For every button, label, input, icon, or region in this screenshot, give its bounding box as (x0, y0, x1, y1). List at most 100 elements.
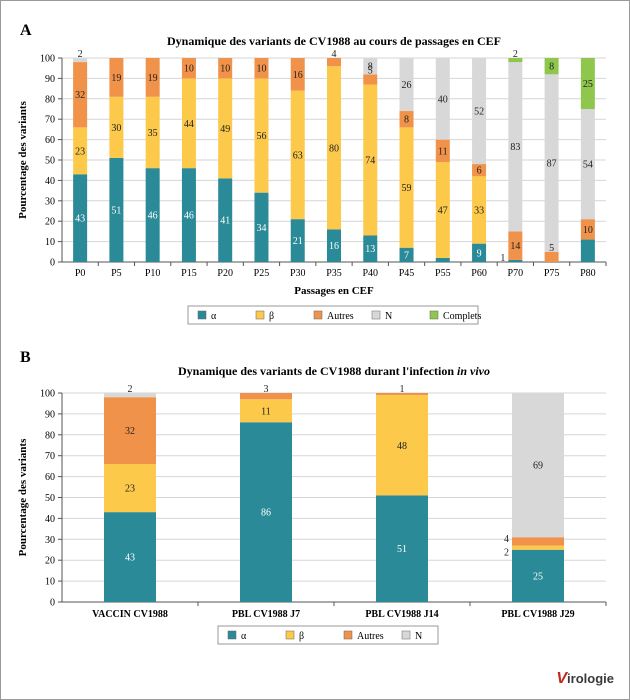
data-label: 47 (438, 205, 448, 216)
bar-segment (73, 174, 88, 262)
data-label: 16 (293, 70, 303, 81)
data-label: 74 (365, 156, 375, 167)
bar-segment (580, 58, 595, 109)
bar-segment (327, 229, 341, 262)
bar-segment (109, 157, 124, 262)
data-label: 11 (261, 406, 271, 417)
bar-segment (580, 239, 595, 262)
data-label: 4 (332, 49, 337, 60)
bar-segment (512, 393, 564, 538)
legend-label: Autres (327, 311, 354, 322)
bar-segment (376, 393, 428, 396)
legend-swatch (255, 310, 265, 320)
x-tick-label: P40 (362, 268, 378, 279)
bar-segment (145, 58, 160, 97)
bar-segment (363, 84, 378, 236)
data-label: 32 (125, 426, 135, 437)
data-label: 9 (477, 248, 482, 259)
bar-segment (181, 168, 196, 262)
data-label: 63 (293, 150, 303, 161)
bar-segment (472, 164, 487, 177)
y-tick-label: 10 (45, 577, 55, 588)
data-label: 2 (513, 49, 518, 60)
bar-segment (472, 58, 487, 165)
bar-segment (240, 393, 292, 400)
x-tick-label: PBL CV1988 J29 (501, 609, 574, 620)
data-label: 26 (402, 80, 412, 91)
legend-label: β (299, 631, 304, 642)
data-label: 41 (220, 216, 230, 227)
bar-segment (399, 111, 414, 128)
data-label: 33 (474, 205, 484, 216)
data-label: 5 (368, 65, 373, 76)
bar-segment (472, 243, 487, 262)
data-label: 10 (583, 225, 593, 236)
data-label: 59 (402, 183, 412, 194)
data-label: 25 (533, 571, 543, 582)
y-tick-label: 100 (40, 54, 55, 65)
x-tick-label: P75 (544, 268, 560, 279)
bar-segment (145, 168, 160, 262)
bar-segment (399, 247, 414, 262)
bar-segment (181, 78, 196, 169)
data-label: 48 (397, 441, 407, 452)
y-tick-label: 70 (45, 115, 55, 126)
data-label: 34 (256, 223, 266, 234)
bar-segment (435, 257, 450, 262)
data-label: 11 (438, 146, 448, 157)
x-tick-label: P25 (254, 268, 270, 279)
chart-panel-b: B Dynamique des variants de CV1988 durant… (17, 349, 607, 645)
legend-label: Complets (443, 311, 481, 322)
bar-segment (104, 397, 156, 465)
data-label: 2 (504, 548, 509, 559)
data-label: 25 (583, 79, 593, 90)
data-label: 4 (504, 534, 509, 545)
data-label: 13 (365, 244, 375, 255)
data-label: 40 (438, 94, 448, 105)
bar-segment (145, 96, 160, 169)
legend-label: N (385, 311, 392, 322)
data-label: 69 (533, 461, 543, 472)
legend-label: Autres (357, 631, 384, 642)
x-tick-label: P60 (471, 268, 487, 279)
legend-label: α (241, 631, 247, 642)
legend-swatch (313, 310, 323, 320)
x-axis-title: Passages en CEF (294, 285, 374, 297)
bar-segment (580, 219, 595, 240)
x-tick-label: P15 (181, 268, 197, 279)
bar-segment (544, 251, 559, 262)
y-tick-label: 40 (45, 176, 55, 187)
virologie-logo: Virologie (556, 670, 614, 687)
bar-segment (435, 139, 450, 163)
y-tick-label: 60 (45, 472, 55, 483)
bar-segment (512, 545, 564, 550)
data-label: 83 (510, 142, 520, 153)
bar-segment (290, 90, 305, 220)
data-label: 23 (75, 146, 85, 157)
data-label: 10 (256, 64, 266, 75)
data-label: 51 (111, 205, 121, 216)
bar-segment (399, 127, 414, 248)
data-label: 56 (256, 131, 266, 142)
x-tick-label: VACCIN CV1988 (92, 609, 168, 620)
data-label: 5 (549, 243, 554, 254)
bar-segment (73, 58, 88, 63)
bar-segment (580, 109, 595, 220)
bar-segment (327, 66, 341, 230)
bar-segment (104, 464, 156, 513)
x-tick-label: P20 (217, 268, 233, 279)
x-tick-label: PBL CV1988 J7 (232, 609, 300, 620)
data-label: 10 (184, 64, 194, 75)
data-label: 6 (477, 166, 482, 177)
bar-segment (376, 495, 428, 602)
bar-segment (508, 231, 523, 260)
y-tick-label: 20 (45, 217, 55, 228)
y-tick-label: 30 (45, 535, 55, 546)
legend-swatch (401, 630, 411, 640)
panel-letter: A (20, 22, 32, 39)
bar-segment (218, 58, 233, 79)
data-label: 52 (474, 107, 484, 118)
legend-label: α (211, 311, 217, 322)
bar-segment (104, 512, 156, 602)
bar-segment (508, 62, 523, 232)
